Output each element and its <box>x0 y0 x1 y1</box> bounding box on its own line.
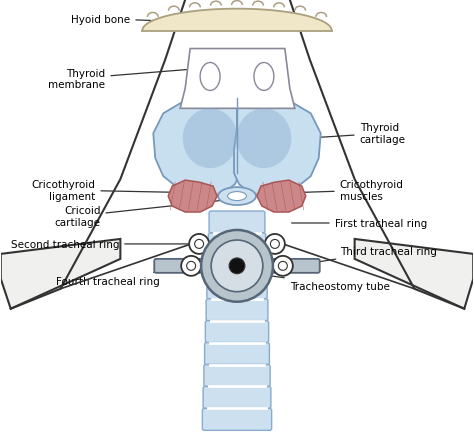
Circle shape <box>265 234 285 254</box>
Text: Hyoid bone: Hyoid bone <box>71 14 234 25</box>
Circle shape <box>270 240 279 249</box>
Ellipse shape <box>254 64 274 91</box>
Text: First tracheal ring: First tracheal ring <box>292 219 427 229</box>
Polygon shape <box>153 97 240 197</box>
Circle shape <box>278 262 287 271</box>
Text: Cricoid
cartilage: Cricoid cartilage <box>55 201 222 227</box>
Polygon shape <box>1 240 120 309</box>
FancyBboxPatch shape <box>203 387 271 409</box>
Circle shape <box>273 256 293 276</box>
Polygon shape <box>234 97 321 197</box>
Circle shape <box>181 256 201 276</box>
Circle shape <box>201 230 273 302</box>
Circle shape <box>195 240 204 249</box>
Text: Cricothyroid
ligament: Cricothyroid ligament <box>32 180 212 201</box>
Text: Cricothyroid
muscles: Cricothyroid muscles <box>283 180 403 201</box>
Text: Fourth tracheal ring: Fourth tracheal ring <box>55 267 188 286</box>
Circle shape <box>229 258 245 274</box>
Circle shape <box>187 262 196 271</box>
FancyBboxPatch shape <box>204 365 270 387</box>
Polygon shape <box>142 10 332 32</box>
Text: Thyroid
cartilage: Thyroid cartilage <box>308 123 406 145</box>
Text: Thyroid
membrane: Thyroid membrane <box>48 68 197 90</box>
Ellipse shape <box>182 109 237 169</box>
FancyBboxPatch shape <box>206 299 268 321</box>
Text: Third tracheal ring: Third tracheal ring <box>296 246 437 266</box>
FancyBboxPatch shape <box>205 343 269 365</box>
FancyBboxPatch shape <box>207 277 267 299</box>
Ellipse shape <box>228 192 246 201</box>
Circle shape <box>189 234 209 254</box>
FancyBboxPatch shape <box>209 212 265 233</box>
FancyBboxPatch shape <box>208 255 266 277</box>
Ellipse shape <box>200 64 220 91</box>
FancyBboxPatch shape <box>154 259 320 273</box>
Polygon shape <box>168 181 217 212</box>
Circle shape <box>211 240 263 292</box>
FancyBboxPatch shape <box>202 409 272 431</box>
Polygon shape <box>257 181 306 212</box>
Polygon shape <box>355 240 473 309</box>
FancyBboxPatch shape <box>205 321 269 343</box>
Text: Second tracheal ring: Second tracheal ring <box>11 240 188 249</box>
Text: Tracheostomy tube: Tracheostomy tube <box>260 275 390 291</box>
Ellipse shape <box>218 187 256 205</box>
Polygon shape <box>180 49 295 109</box>
Ellipse shape <box>237 109 292 169</box>
FancyBboxPatch shape <box>209 233 265 255</box>
